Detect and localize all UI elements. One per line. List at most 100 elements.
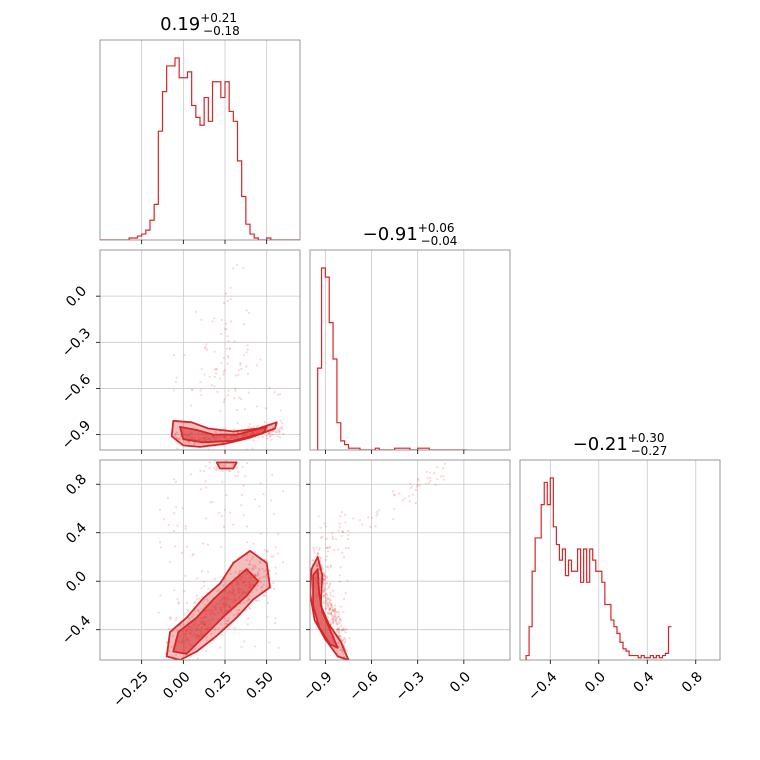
sample-point xyxy=(324,599,328,602)
sample-point xyxy=(346,529,350,533)
sample-point xyxy=(321,567,324,571)
sample-point xyxy=(336,649,339,652)
sample-point xyxy=(311,559,314,562)
sample-point xyxy=(167,627,170,631)
sample-point xyxy=(236,609,239,612)
sample-point xyxy=(275,430,278,433)
sample-point xyxy=(159,546,163,549)
title-plus: +0.06 xyxy=(418,221,455,235)
sample-point xyxy=(326,615,329,619)
sample-point xyxy=(246,597,249,600)
sample-point xyxy=(272,555,275,558)
sample-point xyxy=(414,488,418,492)
sample-point xyxy=(243,601,246,604)
sample-point xyxy=(182,623,186,626)
sample-point xyxy=(325,601,328,604)
sample-point xyxy=(338,580,341,583)
sample-point xyxy=(236,421,239,425)
sample-point xyxy=(338,526,341,529)
sample-point xyxy=(256,571,260,574)
sample-point xyxy=(335,629,338,632)
sample-point xyxy=(200,595,204,598)
sample-point xyxy=(327,604,330,607)
sample-point xyxy=(177,601,180,604)
sample-point xyxy=(340,624,343,627)
sample-point xyxy=(203,373,206,376)
sample-point xyxy=(377,509,381,512)
sample-point xyxy=(216,467,219,470)
sample-point xyxy=(341,650,344,653)
sample-point xyxy=(235,408,239,411)
sample-point xyxy=(181,507,184,510)
sample-point xyxy=(269,434,272,437)
sample-point xyxy=(215,465,218,468)
sample-point xyxy=(198,597,201,600)
sample-point xyxy=(320,536,323,539)
sample-point xyxy=(322,600,326,603)
sample-point xyxy=(217,626,220,630)
sample-point xyxy=(323,593,326,597)
sample-point xyxy=(214,628,217,631)
sample-point xyxy=(326,546,329,550)
sample-point xyxy=(238,396,241,399)
sample-point xyxy=(409,487,412,490)
sample-point xyxy=(344,640,347,643)
sample-point xyxy=(327,613,330,616)
sample-point xyxy=(336,623,339,626)
sample-point xyxy=(331,618,334,621)
sample-point xyxy=(270,555,273,558)
sample-point xyxy=(330,612,333,615)
sample-point xyxy=(327,601,331,604)
sample-point xyxy=(329,622,333,626)
sample-point xyxy=(272,581,275,585)
sample-point xyxy=(212,467,216,470)
sample-point xyxy=(228,347,231,350)
sample-point xyxy=(204,347,207,350)
sample-point xyxy=(242,353,245,357)
sample-point xyxy=(436,478,439,481)
sample-point xyxy=(323,587,326,590)
axes-frame xyxy=(309,459,511,661)
sample-point xyxy=(180,551,184,554)
sample-point xyxy=(326,546,329,549)
sample-point xyxy=(265,576,268,579)
sample-point xyxy=(222,400,226,403)
sample-point xyxy=(254,574,257,577)
sample-point xyxy=(205,639,208,642)
sample-point xyxy=(319,557,322,560)
sample-point xyxy=(264,594,267,597)
sample-point xyxy=(342,639,345,642)
sample-point xyxy=(233,340,236,343)
sample-point xyxy=(173,512,176,515)
sample-point xyxy=(318,547,321,550)
panel-0-0: 0.19+0.21 −0.18 xyxy=(99,11,301,244)
sample-point xyxy=(247,311,251,314)
sample-point xyxy=(174,380,177,384)
sample-point xyxy=(429,479,432,483)
sample-point xyxy=(176,447,179,450)
sample-point xyxy=(162,518,165,521)
sample-point xyxy=(249,607,252,610)
sample-point xyxy=(246,623,249,626)
sample-point xyxy=(252,568,255,571)
sample-point xyxy=(193,601,196,605)
sample-point xyxy=(235,613,238,616)
sample-point xyxy=(338,631,341,634)
sample-point xyxy=(184,527,187,530)
sample-point xyxy=(251,447,254,450)
sample-point xyxy=(246,348,249,351)
sample-point xyxy=(326,588,329,591)
sample-point xyxy=(223,398,226,401)
sample-point xyxy=(268,432,271,436)
sample-point xyxy=(265,434,268,437)
sample-point xyxy=(247,606,251,609)
sample-point xyxy=(392,518,395,521)
axes-frame xyxy=(309,249,511,451)
sample-point xyxy=(376,512,379,516)
sample-point xyxy=(328,612,331,615)
sample-point xyxy=(333,616,336,619)
sample-point xyxy=(398,492,401,495)
sample-point xyxy=(337,610,340,613)
sample-point xyxy=(331,621,334,624)
sample-point xyxy=(342,556,346,559)
